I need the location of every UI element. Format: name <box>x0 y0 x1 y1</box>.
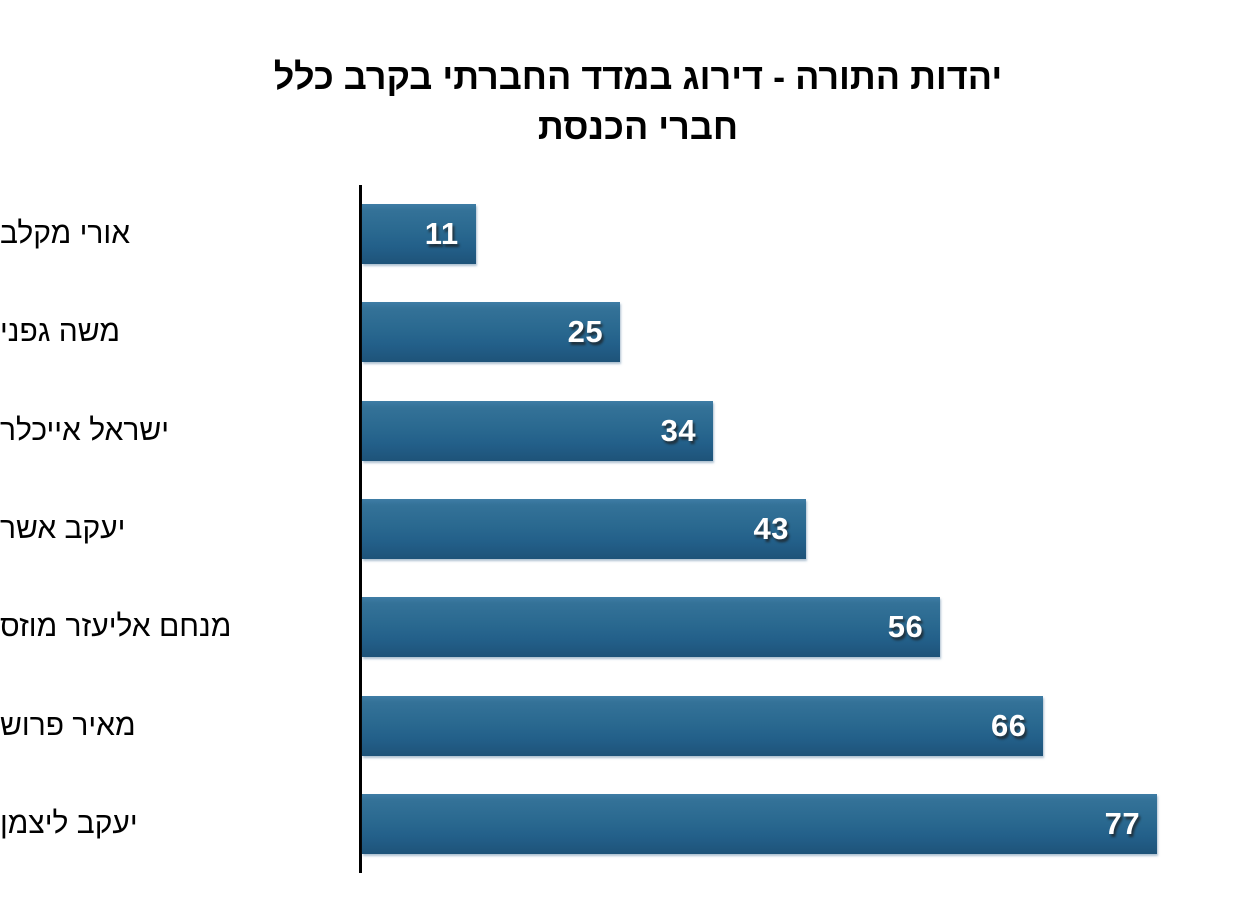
bar: 43 <box>362 498 806 559</box>
value-label: 43 <box>753 510 789 546</box>
chart-title-line-1: יהדות התורה - דירוג במדד החברתי בקרב כלל <box>273 56 1003 97</box>
bar-track: 66 <box>362 695 1250 756</box>
bar: 66 <box>362 695 1044 756</box>
bar-track: 43 <box>362 498 1250 559</box>
value-label: 56 <box>887 609 924 645</box>
bar-row: משה גפני 25 <box>0 283 1250 381</box>
category-label: משה גפני <box>0 315 121 349</box>
bar-track: 34 <box>362 400 1250 461</box>
bar: 25 <box>362 302 621 363</box>
value-label: 34 <box>660 412 697 448</box>
bar-row: יעקב אשר 43 <box>0 480 1250 578</box>
value-label: 11 <box>424 216 459 252</box>
bar-track: 25 <box>362 302 1250 363</box>
category-label: מאיר פרוש <box>0 708 136 742</box>
category-label: ישראל אייכלר <box>0 413 170 447</box>
category-label: יעקב ליצמן <box>0 806 138 840</box>
bar-track: 56 <box>362 597 1250 658</box>
bar-row: ישראל אייכלר 34 <box>0 382 1250 480</box>
category-label: יעקב אשר <box>0 511 126 545</box>
bar: 77 <box>362 793 1158 854</box>
chart-title: יהדות התורה - דירוג במדד החברתי בקרב כלל… <box>30 52 1246 151</box>
bar-row: אורי מקלב 11 <box>0 185 1250 283</box>
chart-title-line-2: חברי הכנסת <box>537 105 739 147</box>
bar-track: 11 <box>362 204 1250 265</box>
value-label: 25 <box>567 314 604 350</box>
bar-row: מנחם אליעזר מוזס 56 <box>0 578 1250 676</box>
bar: 11 <box>362 204 476 265</box>
value-label: 66 <box>991 707 1027 743</box>
value-label: 77 <box>1104 805 1141 841</box>
bar: 56 <box>362 597 941 658</box>
category-label: אורי מקלב <box>0 217 131 251</box>
category-label: מנחם אליעזר מוזס <box>0 610 232 644</box>
plot-area: אורי מקלב 11 משה גפני 25 ישראל אייכלר 34… <box>0 185 1250 873</box>
bar-row: יעקב ליצמן 77 <box>0 775 1250 873</box>
bar-track: 77 <box>362 793 1250 854</box>
bar: 34 <box>362 400 714 461</box>
bar-row: מאיר פרוש 66 <box>0 676 1250 774</box>
y-axis-line <box>359 185 362 873</box>
